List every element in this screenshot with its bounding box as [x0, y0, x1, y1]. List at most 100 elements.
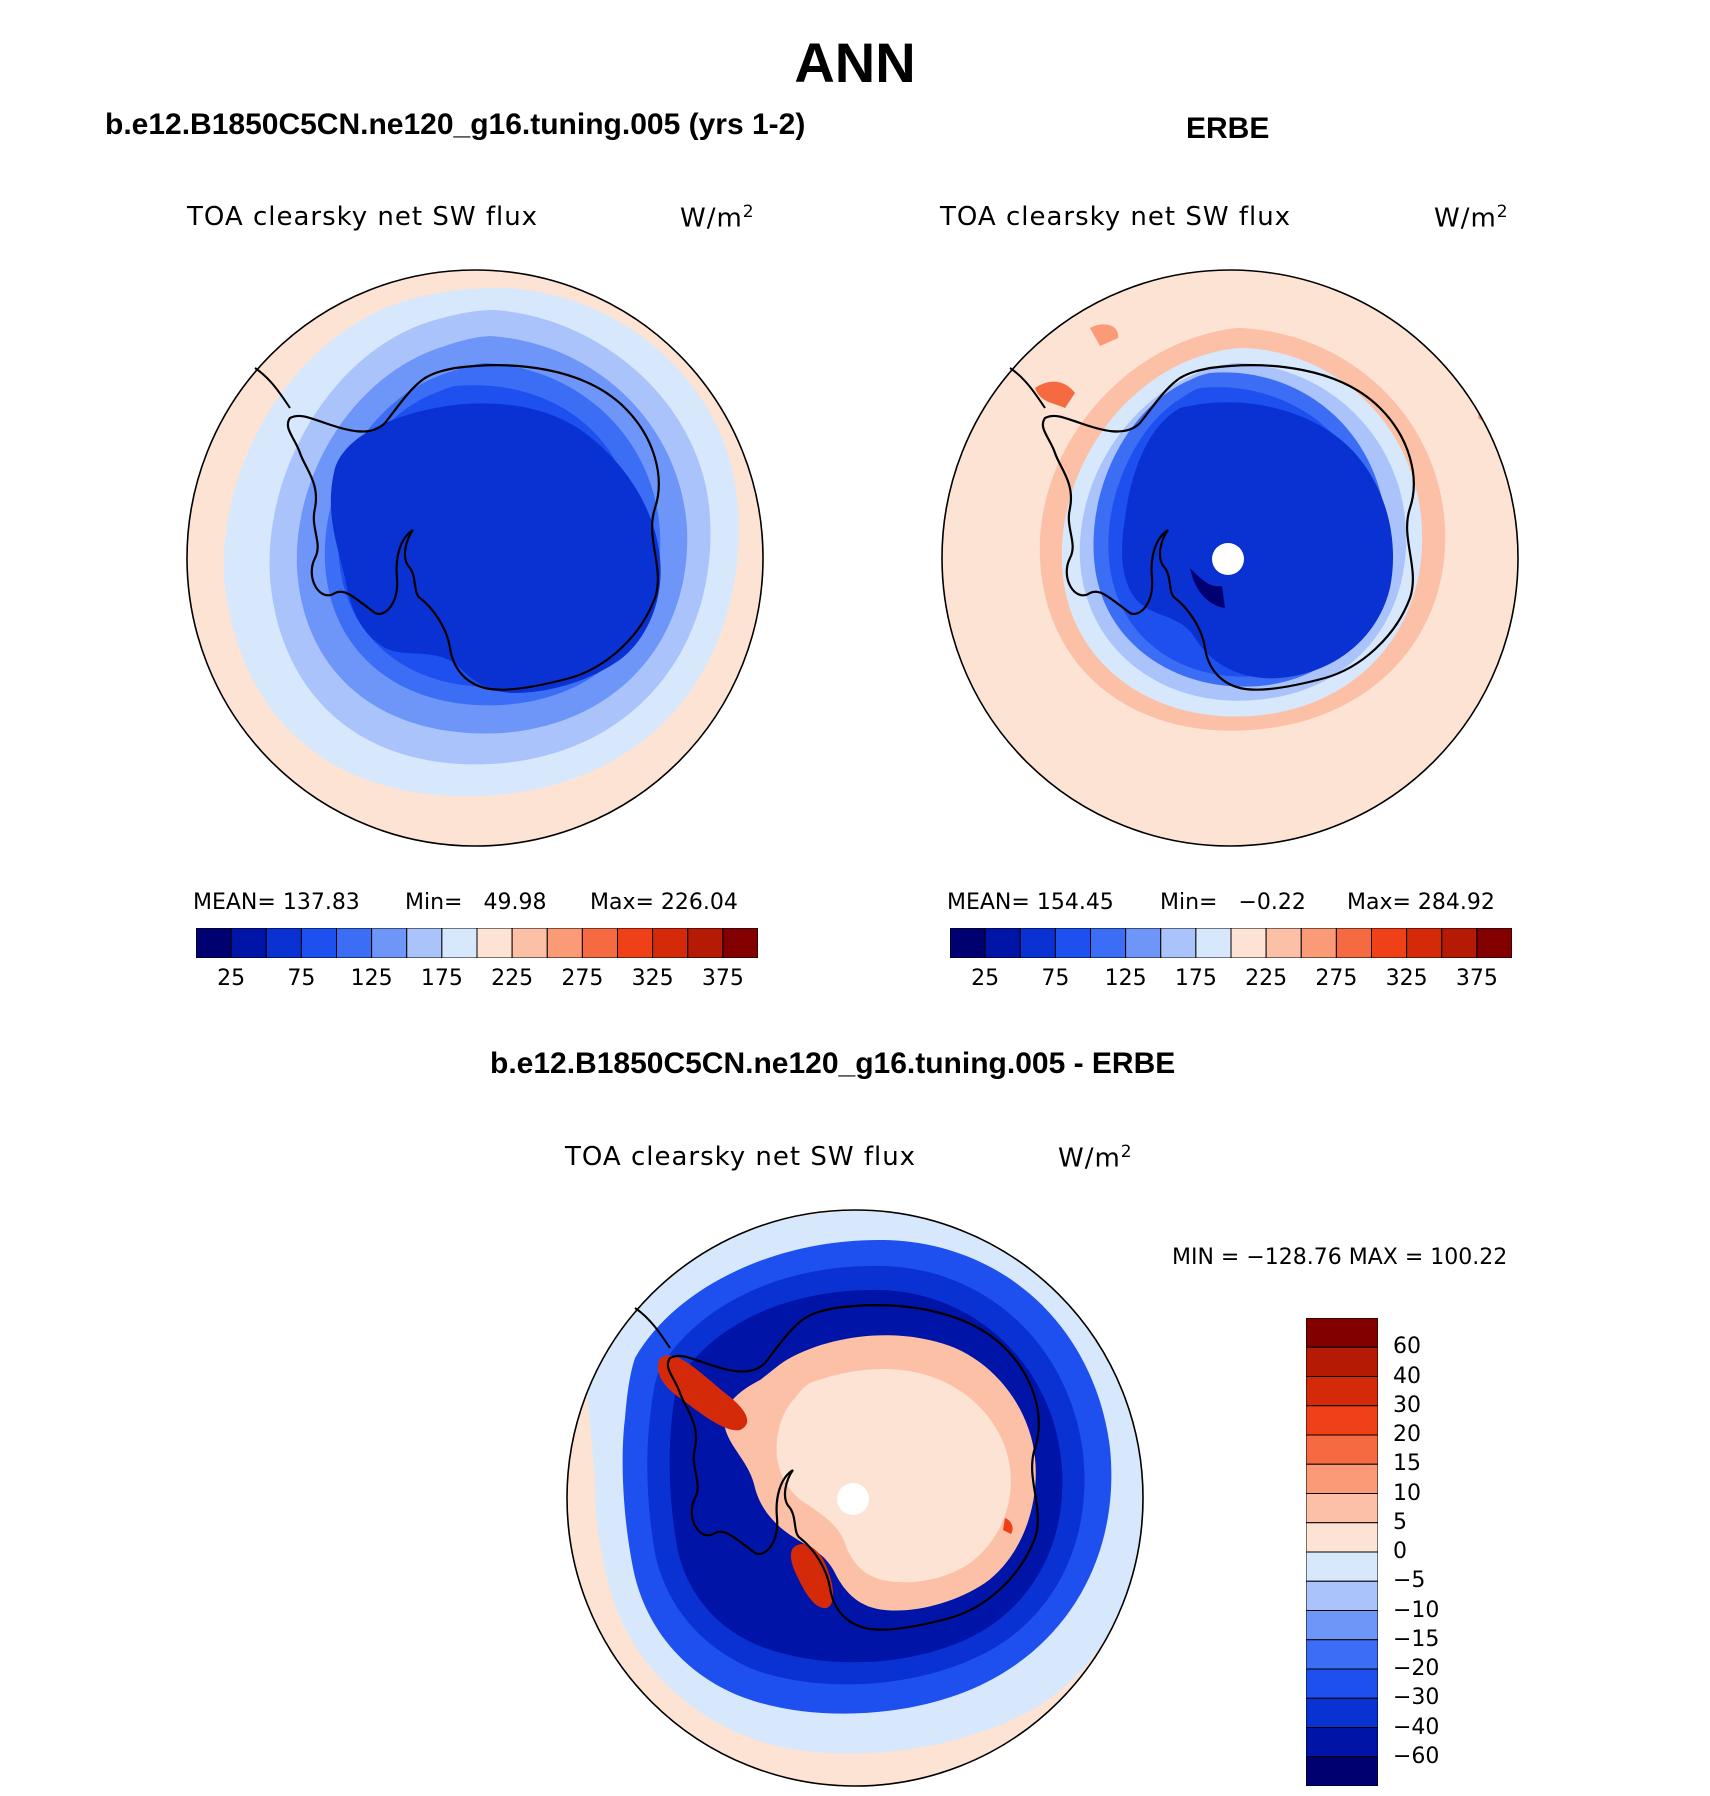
- model-units-label: W/m2: [680, 202, 755, 234]
- diff-colorbar-labels: 60 40 30 20 15 10 5 0 −5 −10 −15 −20 −30 −40 −60: [1393, 1318, 1513, 1786]
- obs-units-label: W/m2: [1434, 202, 1509, 234]
- diff-colorbar-tick-label: −15: [1393, 1626, 1440, 1652]
- model-colorbar-box: [687, 928, 724, 958]
- model-colorbar-box: [371, 928, 408, 958]
- model-colorbar-box: [230, 928, 267, 958]
- obs-colorbar-tick-label: 225: [1245, 966, 1288, 991]
- diff-units-label: W/m2: [1058, 1142, 1133, 1174]
- model-min-stat: Min= 49.98: [405, 890, 547, 915]
- model-colorbar-box: [511, 928, 548, 958]
- model-colorbar-box: [441, 928, 478, 958]
- model-colorbar-box: [581, 928, 618, 958]
- diff-colorbar-tick-label: 30: [1393, 1392, 1421, 1418]
- diff-colorbar-tick-label: 15: [1393, 1451, 1421, 1477]
- diff-colorbar-tick-label: 40: [1393, 1363, 1421, 1389]
- obs-colorbar-tick-label: 25: [971, 966, 1000, 991]
- diff-colorbar-box: [1306, 1756, 1378, 1786]
- model-colorbar-box: [406, 928, 443, 958]
- obs-max-stat: Max= 284.92: [1347, 890, 1495, 915]
- obs-colorbar-box: [1371, 928, 1408, 958]
- diff-colorbar-box: [1306, 1346, 1378, 1377]
- obs-colorbar-box: [984, 928, 1021, 958]
- model-map: [186, 269, 764, 847]
- diff-colorbar-box: [1306, 1639, 1378, 1670]
- diff-colorbar-box: [1306, 1727, 1378, 1758]
- diff-colorbar-tick-label: −30: [1393, 1685, 1440, 1711]
- model-colorbar-tick-label: 25: [217, 966, 246, 991]
- model-colorbar-box: [336, 928, 373, 958]
- obs-colorbar-box: [1054, 928, 1091, 958]
- obs-colorbar-box: [1195, 928, 1232, 958]
- diff-colorbar-box: [1306, 1405, 1378, 1436]
- model-colorbar-tick-label: 75: [287, 966, 316, 991]
- model-colorbar-box: [722, 928, 758, 958]
- model-colorbar-box: [617, 928, 654, 958]
- obs-colorbar-labels: 25 75 125 175 225 275 325 375: [950, 966, 1512, 996]
- diff-colorbar: [1306, 1318, 1378, 1786]
- diff-colorbar-box: [1306, 1551, 1378, 1582]
- model-colorbar-tick-label: 325: [631, 966, 674, 991]
- obs-colorbar-box: [1019, 928, 1056, 958]
- obs-variable-label: TOA clearsky net SW flux: [940, 202, 1292, 232]
- obs-colorbar-box: [1441, 928, 1478, 958]
- obs-colorbar-box: [1265, 928, 1302, 958]
- model-colorbar-tick-label: 275: [561, 966, 604, 991]
- model-max-stat: Max= 226.04: [590, 890, 738, 915]
- diff-colorbar-box: [1306, 1463, 1378, 1494]
- model-colorbar-tick-label: 375: [701, 966, 744, 991]
- model-panel-heading: b.e12.B1850C5CN.ne120_g16.tuning.005 (yr…: [105, 108, 806, 141]
- obs-panel-heading: ERBE: [1186, 112, 1270, 145]
- model-colorbar-tick-label: 225: [491, 966, 534, 991]
- diff-colorbar-tick-label: −60: [1393, 1743, 1440, 1769]
- diff-minmax-stat: MIN = −128.76 MAX = 100.22: [1172, 1245, 1508, 1270]
- diff-colorbar-box: [1306, 1434, 1378, 1465]
- obs-min-stat: Min= −0.22: [1160, 890, 1306, 915]
- diff-colorbar-box: [1306, 1697, 1378, 1728]
- diff-colorbar-box: [1306, 1610, 1378, 1641]
- model-mean-stat: MEAN= 137.83: [193, 890, 360, 915]
- diff-colorbar-box: [1306, 1668, 1378, 1699]
- model-colorbar-box: [546, 928, 583, 958]
- model-colorbar-box: [196, 928, 232, 958]
- model-colorbar-box: [652, 928, 689, 958]
- diff-colorbar-tick-label: −10: [1393, 1597, 1440, 1623]
- obs-colorbar-box: [1335, 928, 1372, 958]
- obs-map: [941, 269, 1519, 847]
- model-colorbar-labels: 25 75 125 175 225 275 325 375: [196, 966, 758, 996]
- obs-colorbar: [950, 928, 1512, 958]
- diff-colorbar-tick-label: −20: [1393, 1656, 1440, 1681]
- diff-colorbar-tick-label: 5: [1393, 1509, 1407, 1535]
- obs-mean-stat: MEAN= 154.45: [947, 890, 1114, 915]
- obs-colorbar-box: [1125, 928, 1162, 958]
- diff-colorbar-box: [1306, 1493, 1378, 1524]
- diff-colorbar-tick-label: 20: [1393, 1422, 1421, 1447]
- diff-colorbar-box: [1306, 1376, 1378, 1407]
- obs-colorbar-box: [1230, 928, 1267, 958]
- obs-colorbar-tick-label: 275: [1315, 966, 1358, 991]
- diff-colorbar-tick-label: −5: [1393, 1568, 1426, 1594]
- diff-colorbar-box: [1306, 1318, 1378, 1348]
- obs-colorbar-tick-label: 175: [1174, 966, 1217, 991]
- obs-colorbar-box: [1300, 928, 1337, 958]
- diff-colorbar-tick-label: 0: [1393, 1539, 1407, 1564]
- diff-panel-heading: b.e12.B1850C5CN.ne120_g16.tuning.005 - E…: [490, 1047, 1176, 1080]
- figure-title: ANN: [794, 31, 916, 94]
- obs-colorbar-box: [950, 928, 986, 958]
- obs-colorbar-box: [1406, 928, 1443, 958]
- diff-colorbar-box: [1306, 1580, 1378, 1611]
- model-colorbar-box: [300, 928, 337, 958]
- obs-colorbar-tick-label: 75: [1041, 966, 1070, 991]
- obs-colorbar-box: [1476, 928, 1512, 958]
- obs-colorbar-tick-label: 125: [1104, 966, 1147, 991]
- model-colorbar-box: [265, 928, 302, 958]
- obs-colorbar-tick-label: 375: [1455, 966, 1498, 991]
- obs-colorbar-box: [1090, 928, 1127, 958]
- diff-map: [566, 1209, 1144, 1787]
- model-colorbar-box: [476, 928, 513, 958]
- model-colorbar-tick-label: 125: [350, 966, 393, 991]
- diff-colorbar-box: [1306, 1522, 1378, 1553]
- obs-colorbar-box: [1160, 928, 1197, 958]
- diff-colorbar-tick-label: −40: [1393, 1714, 1440, 1740]
- model-colorbar: [196, 928, 758, 958]
- diff-colorbar-tick-label: 10: [1393, 1480, 1421, 1506]
